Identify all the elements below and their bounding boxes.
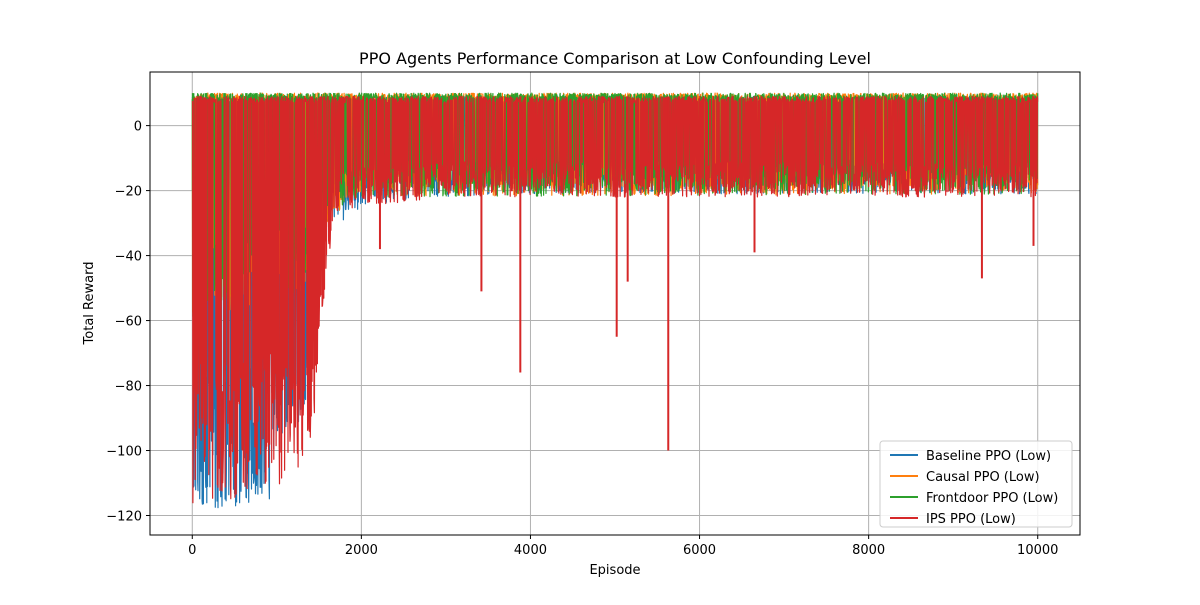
plot-frame xyxy=(149,71,1081,536)
chart-title: PPO Agents Performance Comparison at Low… xyxy=(359,49,871,68)
y-tick-label: −80 xyxy=(115,380,142,395)
legend-label: IPS PPO (Low) xyxy=(926,512,1016,527)
x-tick-label: 0 xyxy=(188,543,196,558)
legend-label: Frontdoor PPO (Low) xyxy=(926,491,1058,506)
y-tick-label: −20 xyxy=(115,185,142,200)
x-tick-label: 8000 xyxy=(852,543,885,558)
plot-layer xyxy=(191,92,1039,509)
legend-box xyxy=(879,440,1073,528)
y-axis-label: Total Reward xyxy=(82,262,97,346)
x-tick-label: 4000 xyxy=(514,543,547,558)
y-tick-label: 0 xyxy=(134,120,142,135)
series-line-3 xyxy=(191,95,1039,504)
legend-label: Baseline PPO (Low) xyxy=(926,449,1051,464)
y-tick-label: −120 xyxy=(106,510,142,525)
x-axis-label: Episode xyxy=(589,563,640,578)
legend-label: Causal PPO (Low) xyxy=(926,470,1040,485)
x-tick-label: 10000 xyxy=(1017,543,1058,558)
y-tick-label: −40 xyxy=(115,250,142,265)
y-tick-label: −100 xyxy=(106,445,142,460)
y-tick-label: −60 xyxy=(115,315,142,330)
x-tick-label: 2000 xyxy=(345,543,378,558)
x-tick-label: 6000 xyxy=(683,543,716,558)
tick-layer: 0 2000 4000 6000 8000 10000 −120 −100 −80 −60 −40 −… xyxy=(106,120,1058,558)
legend: Baseline PPO (Low) Causal PPO (Low) Frontd… xyxy=(879,440,1073,528)
